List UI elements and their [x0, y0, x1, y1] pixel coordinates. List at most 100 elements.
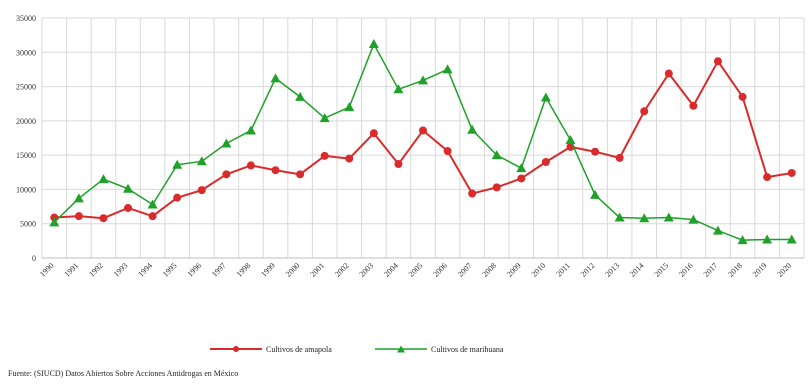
y-tick-label: 25000 [16, 83, 36, 92]
legend-marker-marihuana [397, 345, 405, 353]
x-tick-label: 1990 [38, 261, 56, 279]
data-point [246, 161, 255, 170]
x-tick-label: 2017 [702, 261, 720, 279]
data-point [663, 212, 674, 222]
x-tick-label: 2012 [579, 261, 597, 279]
data-point [541, 158, 550, 166]
legend-label-marihuana: Cultivos de marihuana [431, 345, 504, 354]
x-tick-label: 2019 [751, 261, 769, 279]
x-tick-label: 1994 [136, 261, 154, 279]
x-tick-label: 2010 [530, 261, 548, 279]
data-point [419, 126, 427, 135]
data-point [320, 151, 329, 160]
x-tick-label: 1997 [210, 261, 228, 279]
data-point [394, 160, 403, 169]
data-point [295, 91, 306, 101]
data-point [763, 173, 772, 182]
data-point [688, 214, 699, 224]
data-point [614, 212, 625, 222]
data-point [517, 174, 526, 183]
x-tick-label: 1995 [161, 261, 179, 279]
data-point [689, 101, 698, 110]
x-tick-label: 2002 [333, 261, 351, 279]
x-tick-label: 2011 [554, 261, 571, 278]
x-tick-label: 1996 [186, 261, 204, 279]
x-tick-label: 2008 [480, 261, 498, 279]
data-point [590, 189, 601, 199]
legend-item-amapola: Cultivos de amapola [210, 345, 332, 354]
data-point [74, 212, 83, 221]
y-tick-label: 15000 [16, 151, 36, 160]
x-tick-label: 2018 [726, 261, 744, 279]
series-0 [50, 57, 796, 223]
data-point [393, 84, 404, 94]
data-point [786, 234, 797, 244]
data-point [640, 107, 649, 116]
source-note: Fuente: (SIUCD) Datos Abiertos Sobre Acc… [8, 369, 238, 378]
x-tick-label: 2006 [431, 261, 449, 279]
legend-item-marihuana: Cultivos de marihuana [375, 345, 504, 354]
data-point [172, 159, 183, 169]
data-point [591, 147, 600, 156]
y-tick-label: 0 [32, 254, 36, 263]
data-point [49, 217, 60, 227]
data-point [712, 225, 723, 235]
grid [41, 17, 805, 259]
data-point [147, 199, 158, 209]
legend: Cultivos de amapola Cultivos de marihuan… [210, 345, 504, 354]
y-tick-label: 35000 [16, 14, 36, 23]
data-point [296, 170, 305, 179]
legend-marker-amapola [233, 346, 239, 352]
data-point [319, 113, 330, 123]
x-tick-label: 2020 [775, 261, 793, 279]
data-point [245, 125, 256, 135]
data-point [124, 203, 133, 212]
data-point [222, 170, 231, 179]
x-tick-label: 1991 [63, 261, 81, 279]
x-tick-label: 2016 [677, 261, 695, 279]
data-point [787, 168, 796, 177]
data-point [148, 212, 157, 221]
x-tick-label: 2009 [505, 261, 523, 279]
x-tick-label: 2015 [653, 261, 671, 279]
x-tick-label: 2000 [284, 261, 302, 279]
y-tick-label: 20000 [16, 117, 36, 126]
x-tick-label: 2001 [308, 261, 326, 279]
x-tick-label: 1993 [112, 261, 130, 279]
series-layer [49, 39, 797, 245]
data-point [492, 183, 501, 192]
data-point [467, 124, 478, 134]
y-tick-label: 5000 [20, 220, 36, 229]
data-point [516, 163, 527, 173]
series-1 [49, 39, 797, 245]
data-point [344, 102, 355, 112]
data-point [615, 153, 624, 162]
x-tick-label: 2005 [407, 261, 425, 279]
data-point [540, 92, 551, 102]
data-point [197, 186, 206, 195]
data-point [418, 75, 428, 85]
legend-label-amapola: Cultivos de amapola [266, 345, 332, 354]
data-point [664, 69, 673, 78]
data-point [221, 138, 232, 148]
data-point [270, 73, 281, 83]
x-tick-label: 1992 [87, 261, 105, 279]
y-tick-label: 30000 [16, 48, 36, 57]
x-tick-label: 2003 [358, 261, 376, 279]
data-point [368, 39, 379, 49]
data-point [123, 183, 134, 193]
x-tick-label: 2007 [456, 261, 474, 279]
x-tick-label: 2013 [603, 261, 621, 279]
data-point [99, 214, 108, 223]
data-point [73, 193, 84, 203]
data-point [713, 57, 722, 66]
data-point [443, 147, 452, 156]
y-tick-label: 10000 [16, 185, 36, 194]
data-point [196, 156, 207, 166]
x-tick-label: 1998 [235, 261, 253, 279]
x-tick-label: 2004 [382, 261, 400, 279]
data-point [491, 150, 502, 160]
data-point [369, 129, 378, 138]
